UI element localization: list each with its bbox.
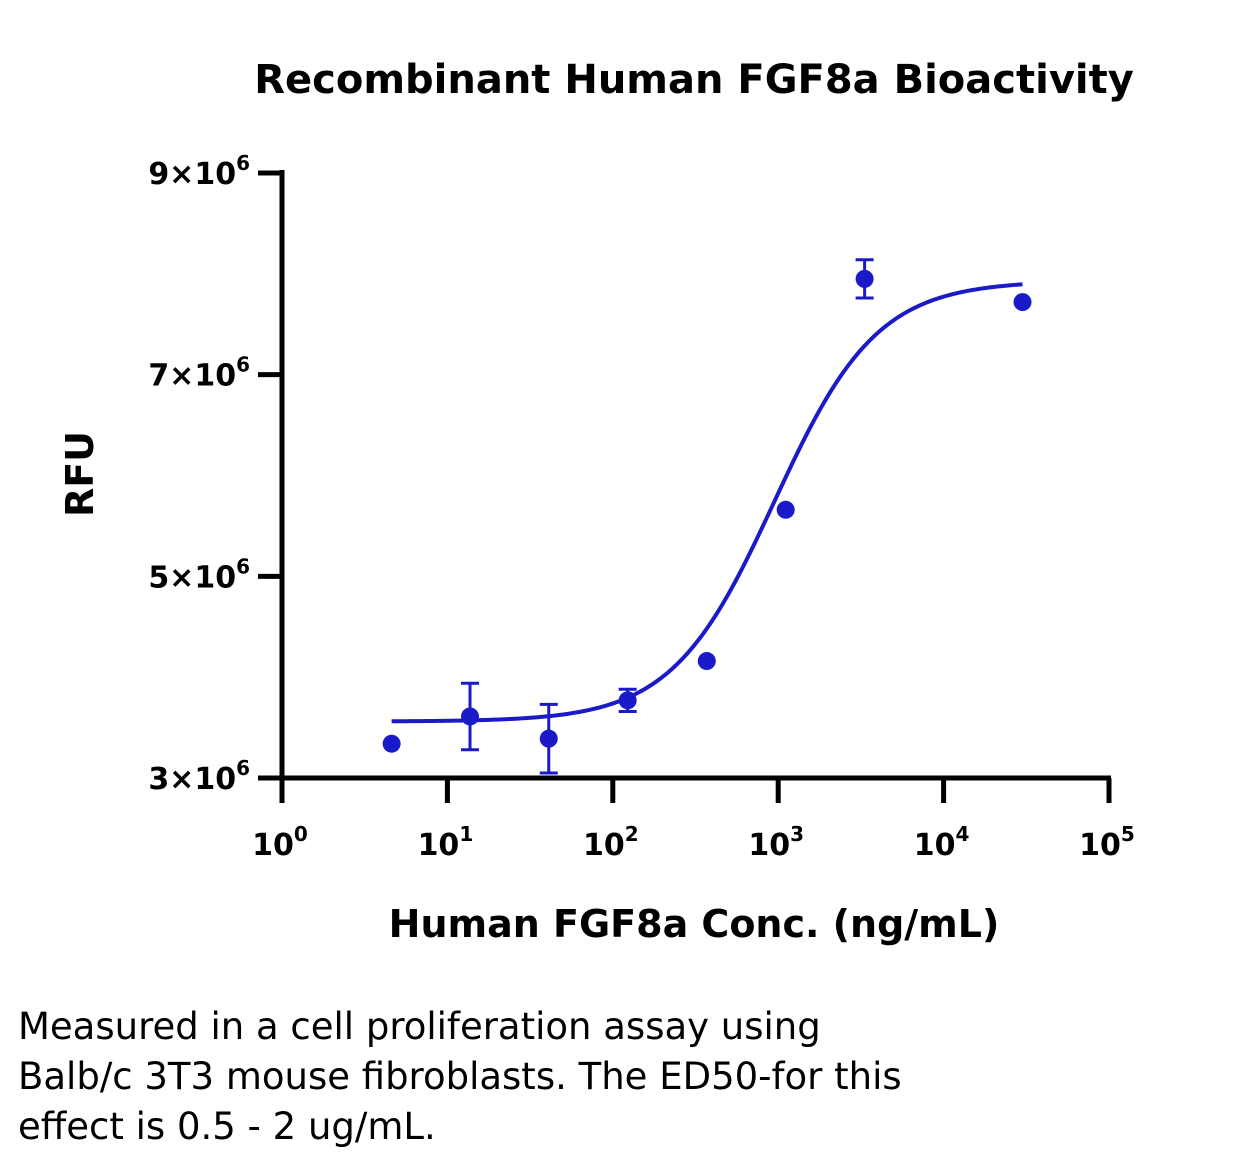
- caption-line-2: Balb/c 3T3 mouse fibroblasts. The ED50-f…: [18, 1055, 902, 1098]
- data-point: [461, 707, 480, 726]
- data-points: [382, 269, 1032, 753]
- error-bars: [461, 258, 874, 775]
- x-tick-label: 104: [914, 822, 970, 863]
- y-tick-label: 3×106: [148, 756, 250, 797]
- x-tick-label: 102: [583, 822, 639, 863]
- data-point: [697, 652, 716, 671]
- data-point: [618, 691, 637, 710]
- x-axis-label: Human FGF8a Conc. (ng/mL): [389, 902, 1000, 946]
- x-tick-label: 105: [1079, 822, 1135, 863]
- figure-caption: Measured in a cell proliferation assay u…: [18, 1002, 1218, 1152]
- x-tick-label: 103: [748, 822, 804, 863]
- data-point: [382, 734, 401, 753]
- data-point: [1013, 293, 1032, 312]
- chart-title: Recombinant Human FGF8a Bioactivity: [254, 57, 1134, 103]
- y-tick-label: 9×106: [148, 151, 250, 192]
- y-tick-label: 5×106: [148, 554, 250, 595]
- x-ticks: 100 101 102 103 104 105: [252, 778, 1135, 863]
- x-tick-label: 101: [418, 822, 474, 863]
- data-point: [776, 500, 795, 519]
- fit-curve: [391, 282, 1023, 724]
- y-tick-label: 7×106: [148, 353, 250, 394]
- y-ticks: 3×106 5×106 7×106 9×106: [148, 151, 282, 797]
- x-tick-label: 100: [252, 822, 308, 863]
- bioactivity-chart: Recombinant Human FGF8a Bioactivity RFU …: [58, 57, 1135, 946]
- caption-line-3: effect is 0.5 - 2 ug/mL.: [18, 1105, 436, 1148]
- data-point: [855, 269, 874, 288]
- caption-line-1: Measured in a cell proliferation assay u…: [18, 1005, 821, 1048]
- data-point: [539, 729, 558, 748]
- y-axis-label: RFU: [58, 431, 102, 517]
